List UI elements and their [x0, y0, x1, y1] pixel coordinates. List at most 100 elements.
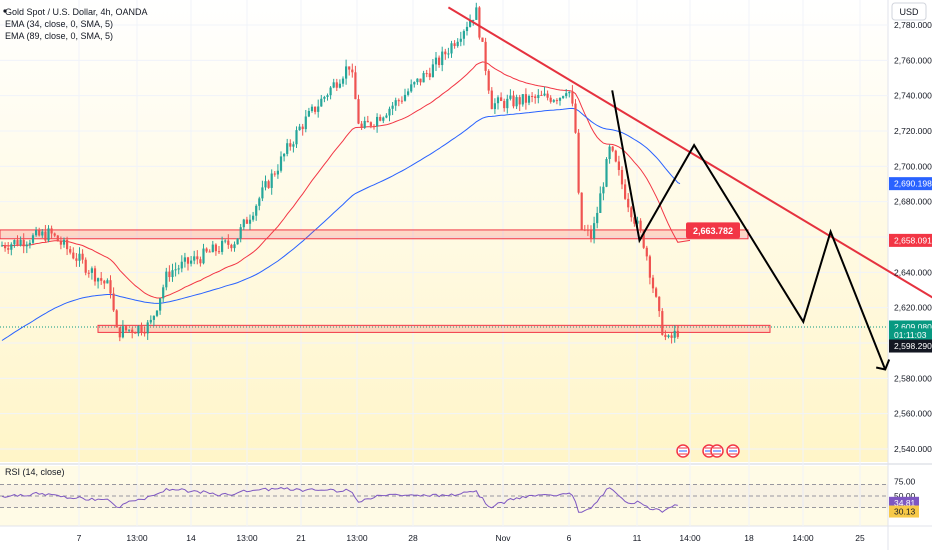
candle-body [279, 156, 283, 171]
candle-body [419, 78, 422, 83]
candle-body [128, 329, 131, 331]
price-axis[interactable]: 2,780.000 2,760.000 2,740.000 2,720.000 2,70… [889, 20, 932, 454]
candle-body [264, 181, 267, 188]
candle-body [478, 7, 481, 38]
candle-body [242, 219, 245, 228]
candle-body [205, 248, 208, 252]
candle-body [283, 153, 286, 157]
support-zone[interactable] [97, 324, 771, 333]
time-tick-label: 6 [567, 533, 572, 543]
candle-body [593, 223, 596, 239]
candle-body [648, 256, 651, 278]
candle-body [214, 244, 217, 252]
zones[interactable] [0, 229, 771, 333]
candle-body [552, 100, 555, 102]
candle-body [586, 229, 589, 231]
candle-body [639, 220, 642, 231]
candle-body [444, 51, 447, 55]
ema-fast-line [1, 61, 691, 299]
candle-body [450, 43, 453, 54]
candle-body [676, 330, 679, 337]
candle-body [521, 94, 524, 105]
time-tick-label: 7 [77, 533, 82, 543]
event-markers[interactable] [676, 444, 740, 458]
candle-body [490, 90, 493, 110]
candle-body [186, 257, 190, 264]
candle-body [286, 143, 289, 154]
resistance-zone[interactable] [0, 229, 749, 240]
time-tick-label: 13:00 [126, 533, 148, 543]
price-tick-label: 2,780.000 [894, 20, 932, 30]
rsi-legend[interactable]: RSI (14, close) [5, 467, 65, 477]
price-tick-label: 2,740.000 [894, 91, 932, 101]
candle-body [605, 159, 608, 187]
candle-body [230, 244, 233, 249]
candle-body [16, 240, 19, 246]
candle-body [487, 70, 490, 91]
candle-body [596, 212, 599, 224]
candle-body [162, 287, 165, 299]
trendline[interactable] [447, 6, 932, 318]
us-flag-icon[interactable] [710, 444, 724, 458]
time-tick-label: 11 [633, 533, 642, 543]
candle-body [332, 82, 335, 88]
candle-body [190, 260, 193, 264]
candle-body [47, 228, 50, 241]
price-label-ema_slow [889, 177, 932, 191]
candle-body [168, 271, 171, 278]
candle-body [527, 96, 531, 103]
candle-body [410, 84, 413, 92]
annotation-badge[interactable] [686, 222, 740, 239]
candle-body [276, 170, 279, 175]
price-label-text: 01:11:03 [894, 330, 927, 340]
price-label-text: 2,598.290 [894, 341, 932, 351]
candle-body [379, 116, 382, 121]
ema-slow-legend[interactable]: EMA (89, close, 0, SMA, 5) [5, 31, 113, 41]
candle-body [134, 332, 137, 334]
candle-body [304, 116, 307, 130]
projection-path[interactable] [611, 90, 887, 370]
rsi-band [0, 484, 888, 508]
candle-body [66, 239, 69, 250]
candle-body [673, 330, 676, 338]
candle-body [62, 239, 66, 245]
candle-body [143, 332, 146, 334]
candle-body [369, 122, 372, 126]
candle-body [354, 72, 357, 100]
candle-body [81, 253, 84, 260]
candle-body [239, 227, 242, 239]
candle-body [289, 143, 292, 147]
drawings[interactable]: 2,663.782 [447, 6, 932, 371]
candle-body [667, 335, 670, 338]
candle-body [44, 231, 47, 241]
candle-body [614, 150, 617, 162]
annotation-price: 2,663.782 [693, 226, 733, 236]
candle-body [338, 83, 341, 88]
candle-body [655, 288, 658, 297]
candle-body [217, 251, 221, 253]
time-axis[interactable]: 7 13:00 14 13:00 21 13:00 28 Nov 6 11 14:00 18 14:00… [77, 533, 865, 543]
candle-body [183, 257, 186, 262]
candle-body [329, 87, 332, 96]
candle-body [93, 268, 97, 282]
ema-fast-legend[interactable]: EMA (34, close, 0, SMA, 5) [5, 19, 113, 29]
candle-body [500, 97, 503, 101]
candle-body [400, 100, 403, 102]
candle-body [475, 7, 478, 20]
currency-button[interactable]: USD [891, 2, 927, 21]
rsi-tick-label: 50.00 [894, 491, 916, 501]
candle-body [159, 298, 162, 311]
candle-body [571, 91, 574, 104]
us-flag-icon[interactable] [676, 444, 690, 458]
candle-body [664, 334, 667, 338]
rsi-tick-label: 75.00 [894, 477, 916, 487]
candle-body [7, 248, 10, 250]
candle-body [363, 120, 366, 128]
candle-body [202, 248, 205, 264]
us-flag-icon[interactable] [726, 444, 740, 458]
candle-body [103, 280, 106, 284]
candle-body [620, 169, 624, 185]
candle-body [208, 251, 211, 253]
candle-body [25, 244, 28, 247]
